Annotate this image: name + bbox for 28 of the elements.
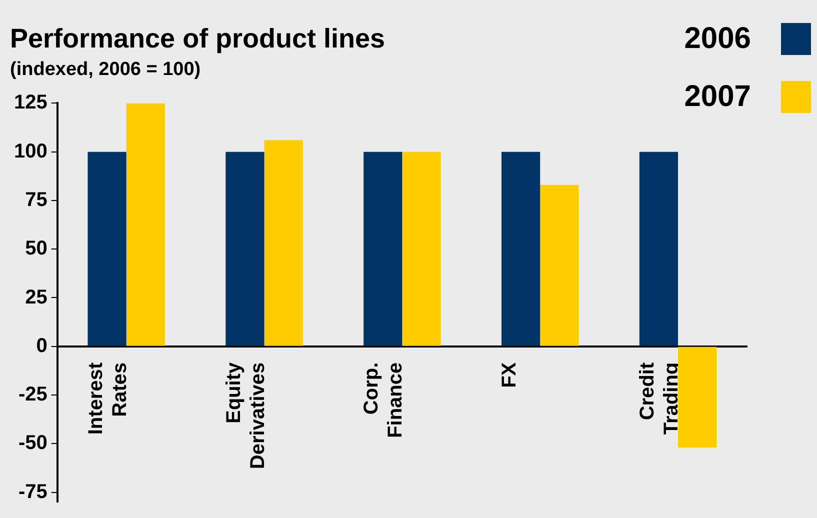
y-tick-label: 25 — [25, 286, 48, 308]
x-tick-label: FX — [498, 362, 521, 388]
legend-label: 2006 — [684, 22, 751, 56]
y-tick-label: 75 — [25, 188, 48, 211]
bar — [226, 152, 264, 346]
y-tick-label: -50 — [18, 432, 48, 454]
bar — [364, 152, 402, 346]
bar — [402, 152, 441, 346]
y-tick-label: -25 — [18, 384, 48, 406]
bar — [264, 140, 303, 346]
y-tick-label: 0 — [36, 334, 48, 357]
chart-subtitle: (indexed, 2006 = 100) — [10, 59, 201, 80]
legend-label: 2007 — [684, 80, 751, 114]
y-tick-label: 100 — [14, 140, 48, 162]
x-tick-label: Corp. Finance — [360, 362, 407, 438]
bar — [540, 184, 579, 346]
x-tick-label: Interest Rates — [84, 362, 131, 435]
chart-title: Performance of product lines — [10, 24, 386, 54]
y-tick-label: 125 — [14, 92, 48, 114]
bar — [126, 103, 165, 346]
x-tick-label: Credit Trading — [636, 362, 683, 435]
y-tick-label: 50 — [25, 238, 48, 260]
y-tick-label: -75 — [18, 480, 48, 503]
bar — [639, 152, 678, 346]
bar — [501, 152, 540, 346]
bar — [88, 152, 126, 346]
bar — [678, 346, 717, 448]
x-tick-label: Equity Derivatives — [222, 362, 269, 470]
